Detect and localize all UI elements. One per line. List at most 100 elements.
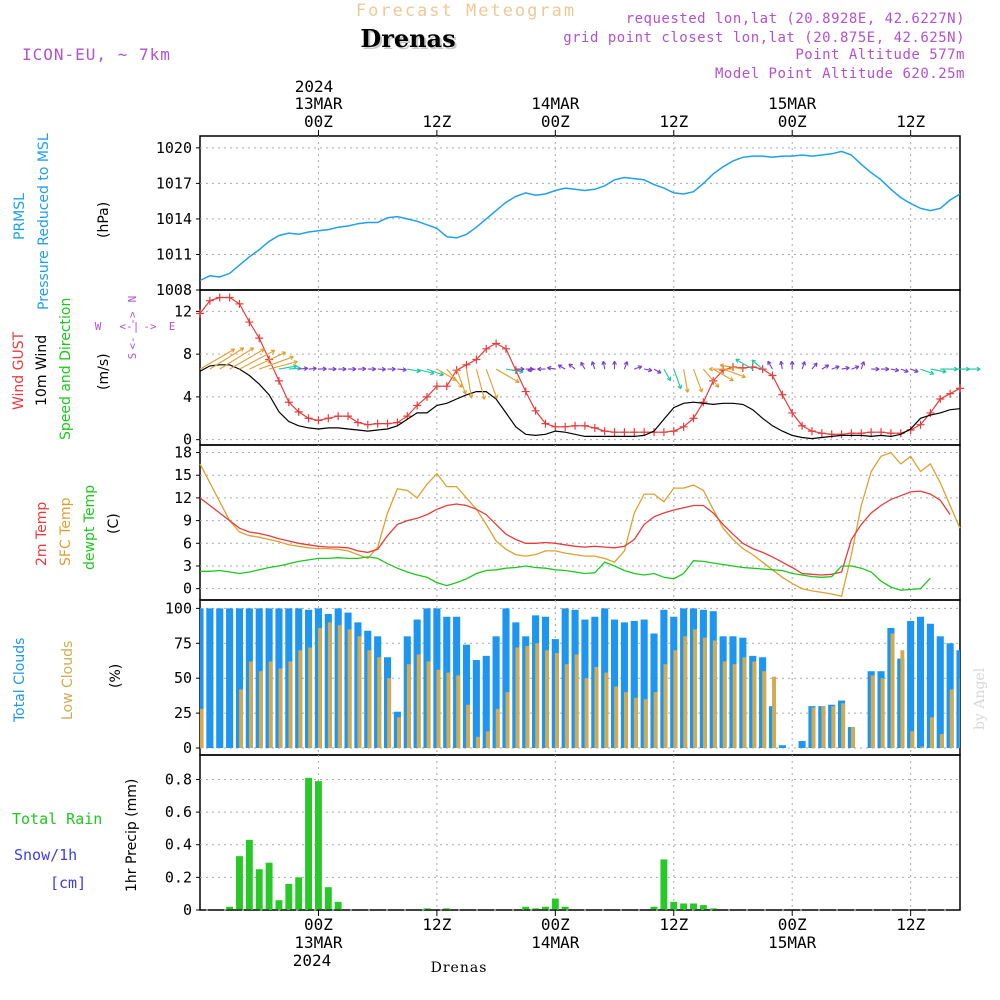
- total-clouds-bar: [482, 655, 490, 749]
- gust-point-marker: [373, 419, 382, 428]
- wind-direction-arrow: [960, 366, 981, 372]
- gust-point-marker: [423, 392, 432, 401]
- low-clouds-bar: [554, 653, 559, 749]
- top-hour-label: 00Z: [541, 112, 570, 131]
- low-clouds-bar: [367, 650, 372, 749]
- gust-point-marker: [798, 421, 807, 430]
- bottom-date-label: 14MAR: [531, 933, 580, 952]
- total-clouds-bar: [206, 608, 214, 749]
- temp-ytick: 15: [174, 466, 192, 484]
- wind-direction-arrow: [547, 365, 556, 371]
- rain-bar: [334, 901, 342, 910]
- requested-coords: requested lon,lat (20.8928E, 42.6227N): [626, 11, 965, 27]
- total-clouds-label: Total Clouds: [12, 638, 28, 723]
- grid-point-coords: grid point closest lon,lat (20.875E, 42.…: [563, 30, 965, 46]
- wind-direction-arrow: [397, 367, 407, 373]
- wind-direction-arrow: [298, 366, 309, 371]
- rain-bar: [305, 777, 313, 910]
- low-clouds-bar: [594, 667, 599, 749]
- low-clouds-bar: [377, 657, 382, 749]
- wind-series-line: [199, 364, 961, 440]
- wind-direction-arrow: [239, 349, 276, 370]
- gust-point-marker: [778, 390, 787, 399]
- wind-direction-arrow: [712, 368, 734, 382]
- gust-point-marker: [353, 418, 362, 427]
- compass-n: N: [126, 296, 139, 303]
- low-clouds-bar: [397, 717, 401, 749]
- panel-frame: [199, 599, 961, 756]
- wind-ytick: 12: [174, 302, 192, 320]
- gust-point-marker: [472, 355, 481, 364]
- wind-direction-arrow: [219, 347, 255, 370]
- rain-bar: [285, 883, 293, 910]
- low-clouds-bar: [742, 657, 747, 749]
- rain-bar: [275, 900, 283, 910]
- wind-direction-arrow: [426, 368, 444, 377]
- gust-point-marker: [738, 364, 747, 373]
- gust-point-marker: [689, 414, 698, 423]
- gust-point-marker: [531, 406, 540, 415]
- panel-frame: [199, 754, 961, 911]
- rain-bar: [236, 856, 243, 910]
- low-clouds-bar: [900, 650, 905, 749]
- snow-label: Snow/1h: [14, 846, 77, 864]
- total-clouds-bar: [916, 616, 925, 749]
- rain-bar: [443, 908, 451, 910]
- compass-n-arrow: ->: [126, 311, 139, 325]
- gust-point-marker: [304, 414, 313, 423]
- wind-direction-arrow: [249, 351, 287, 370]
- compass-center: |: [133, 320, 140, 333]
- total-clouds-bar: [650, 633, 658, 749]
- rain-bar: [226, 906, 234, 910]
- wind-direction-arrow: [259, 355, 294, 370]
- wind-direction-arrow: [683, 369, 690, 393]
- low-clouds-bar: [683, 636, 688, 749]
- gust-point-marker: [946, 389, 955, 398]
- total-clouds-bar: [926, 623, 934, 749]
- location-title: Drenas: [360, 24, 455, 53]
- clouds-ytick: 0: [183, 739, 192, 757]
- wind-direction-arrow: [801, 361, 806, 370]
- low-clouds-bar: [416, 654, 421, 749]
- low-clouds-bar: [456, 675, 461, 749]
- wind-direction-arrow: [328, 366, 337, 372]
- wind-direction-arrow: [612, 360, 617, 370]
- pressure-unit: (hPa): [96, 202, 112, 238]
- low-clouds-bar: [446, 672, 451, 749]
- compass-e-arrow: ->: [143, 320, 157, 333]
- wind-direction-arrow: [735, 358, 753, 370]
- gust-point-marker: [679, 422, 688, 431]
- wind-direction-arrow: [789, 360, 795, 370]
- rain-bar: [690, 903, 697, 910]
- temp-ytick: 0: [183, 580, 192, 598]
- gust-point-marker: [541, 419, 550, 428]
- gust-point-marker: [274, 376, 283, 385]
- low-clouds-bar: [318, 627, 322, 749]
- wind-direction-arrow: [851, 365, 860, 370]
- wind-ytick: 0: [183, 431, 192, 449]
- low-clouds-bar: [337, 625, 342, 749]
- point-altitude: Point Altitude 577m: [795, 47, 965, 63]
- temp-sfc-series-line: [199, 451, 961, 597]
- bottom-hour-label: 00Z: [778, 915, 807, 934]
- low-clouds-bar: [673, 650, 678, 749]
- wind-direction-arrow: [841, 365, 850, 371]
- wind-direction-arrow: [821, 364, 830, 370]
- gust-point-marker: [442, 382, 451, 391]
- top-hour-label: 00Z: [304, 112, 333, 131]
- low-clouds-bar: [851, 727, 855, 749]
- wind-ytick: 4: [183, 388, 192, 406]
- total-clouds-bar: [630, 620, 638, 749]
- low-clouds-bar: [752, 661, 757, 749]
- low-clouds-bar: [920, 746, 925, 749]
- total-clouds-bar: [492, 636, 500, 749]
- low-clouds-bar: [624, 692, 628, 749]
- wind-direction-arrow: [475, 368, 487, 400]
- bottom-hour-label: 00Z: [304, 915, 333, 934]
- wind-direction-arrow: [199, 348, 236, 370]
- clouds-ytick: 25: [174, 704, 192, 722]
- total-clouds-bar: [620, 622, 628, 749]
- wind-direction-arrow: [673, 368, 683, 390]
- temp-2m-label: 2m Temp: [34, 502, 50, 566]
